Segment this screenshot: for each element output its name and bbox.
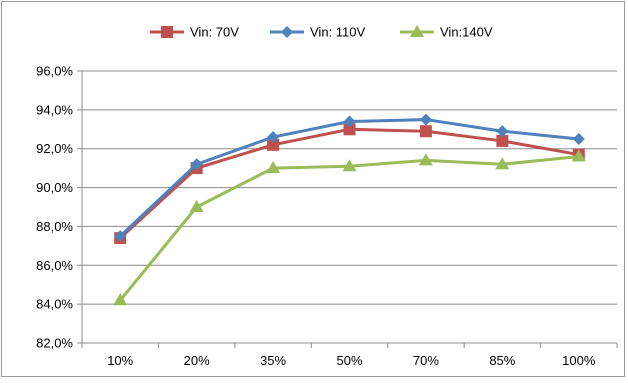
series-3	[113, 149, 586, 306]
legend-marker	[410, 25, 424, 37]
y-tick-label: 90,0%	[36, 180, 73, 195]
data-point	[114, 230, 127, 243]
axes	[77, 70, 618, 348]
chart-frame: 82,0% 84,0% 86,0% 88,0% 90,0% 92,0% 94,0% 96,0%…	[1, 1, 625, 377]
data-point	[113, 293, 128, 306]
data-point	[419, 113, 432, 126]
grid-lines	[82, 70, 617, 305]
series-2	[114, 113, 585, 243]
legend-marker	[281, 26, 293, 38]
y-tick-label: 84,0%	[36, 297, 73, 312]
series-group	[113, 113, 586, 306]
x-tick-labels: 10% 20% 35% 50% 70% 85% 100%	[107, 353, 596, 368]
data-point	[496, 134, 509, 147]
x-tick-label: 100%	[562, 353, 596, 368]
data-point	[495, 157, 510, 170]
legend-label: Vin: 70V	[190, 25, 239, 40]
y-tick-label: 92,0%	[36, 141, 73, 156]
data-point	[267, 131, 280, 144]
legend-label: Vin: 110V	[310, 25, 366, 40]
y-tick-label: 96,0%	[36, 64, 73, 79]
x-tick-label: 20%	[184, 353, 210, 368]
series-line	[119, 154, 579, 302]
data-point	[342, 159, 357, 172]
x-tick-label: 70%	[413, 353, 439, 368]
y-tick-label: 86,0%	[36, 258, 73, 273]
x-tick-label: 50%	[336, 353, 362, 368]
data-point	[571, 149, 586, 162]
data-point	[496, 125, 509, 138]
y-tick-labels: 82,0% 84,0% 86,0% 88,0% 90,0% 92,0% 94,0% 96,0%	[36, 64, 73, 351]
data-point	[267, 138, 280, 151]
legend-marker	[161, 26, 173, 38]
legend-item: Vin:140V	[400, 25, 493, 40]
legend-item: Vin: 110V	[270, 25, 366, 40]
legend: Vin: 70V Vin: 110V Vin:140V	[150, 25, 493, 40]
y-tick-label: 82,0%	[36, 336, 73, 351]
data-point	[418, 153, 433, 166]
legend-item: Vin: 70V	[150, 25, 239, 40]
line-chart: 82,0% 84,0% 86,0% 88,0% 90,0% 92,0% 94,0% 96,0%…	[36, 25, 618, 368]
series-line	[119, 127, 580, 240]
legend-label: Vin:140V	[440, 25, 493, 40]
data-point	[343, 115, 356, 128]
x-tick-label: 35%	[260, 353, 286, 368]
data-point	[189, 200, 204, 212]
y-tick-label: 88,0%	[36, 219, 73, 234]
data-point	[190, 158, 203, 171]
x-tick-label: 85%	[489, 353, 515, 368]
y-tick-label: 94,0%	[36, 102, 73, 117]
data-point	[266, 161, 281, 174]
data-point	[419, 125, 432, 138]
data-point	[572, 133, 585, 145]
x-tick-label: 10%	[107, 353, 133, 368]
data-point	[343, 123, 356, 136]
